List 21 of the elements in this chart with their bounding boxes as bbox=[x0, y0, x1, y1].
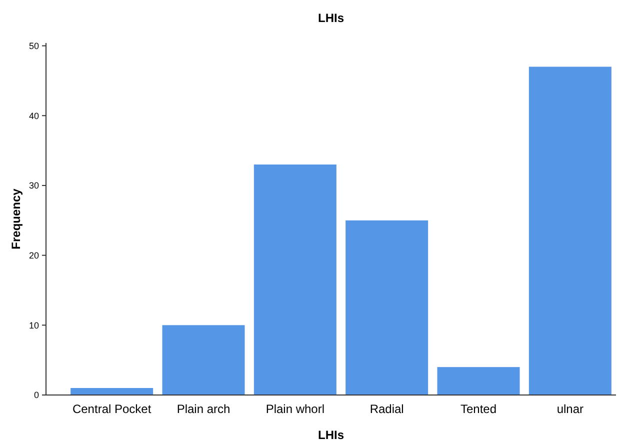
x-tick-label: Central Pocket bbox=[72, 402, 152, 416]
x-tick-label: ulnar bbox=[556, 402, 584, 416]
x-tick-label: Plain arch bbox=[176, 402, 230, 416]
x-tick-label: Plain whorl bbox=[266, 402, 325, 416]
y-tick-label: 20 bbox=[28, 250, 39, 260]
bar bbox=[346, 220, 428, 395]
bar bbox=[70, 388, 154, 395]
x-tick-label: Tented bbox=[460, 402, 497, 416]
y-tick-label: 30 bbox=[28, 180, 39, 191]
y-tick-label: 10 bbox=[28, 320, 39, 330]
x-tick-label: Radial bbox=[370, 402, 404, 416]
bar bbox=[254, 164, 336, 395]
y-tick-label: 0 bbox=[34, 390, 39, 400]
x-axis-title: LHIs bbox=[318, 428, 344, 442]
y-axis-title: Frequency bbox=[9, 188, 23, 250]
bar bbox=[528, 66, 612, 395]
bar bbox=[162, 325, 245, 395]
y-tick-label: 40 bbox=[28, 110, 39, 121]
chart-title: LHIs bbox=[318, 11, 344, 25]
bar bbox=[437, 367, 520, 395]
y-tick-label: 50 bbox=[28, 40, 39, 51]
